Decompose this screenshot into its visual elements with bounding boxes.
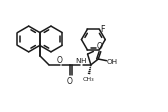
Text: O: O bbox=[57, 55, 63, 64]
Text: CH₃: CH₃ bbox=[83, 76, 95, 81]
Text: OH: OH bbox=[107, 58, 118, 64]
Text: F: F bbox=[100, 25, 105, 34]
Text: O: O bbox=[66, 76, 72, 85]
Text: H: H bbox=[81, 58, 86, 64]
Text: N: N bbox=[75, 58, 80, 64]
Text: O: O bbox=[97, 42, 103, 51]
